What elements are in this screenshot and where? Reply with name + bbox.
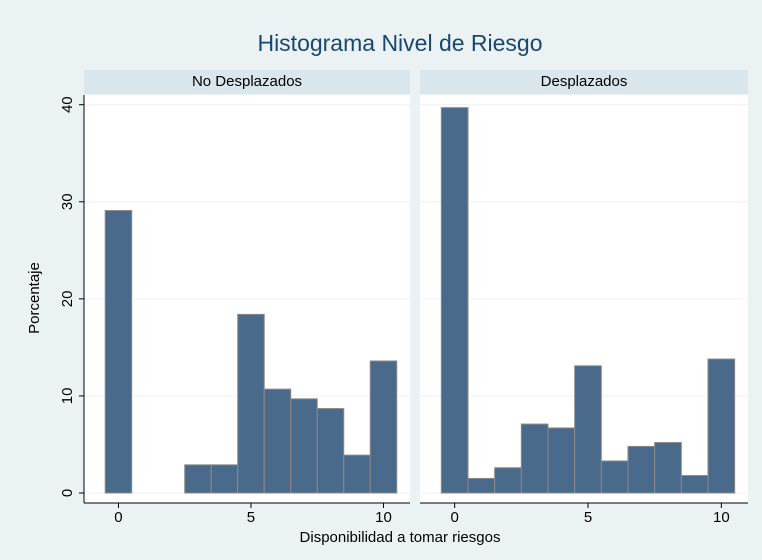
bar [440,107,469,494]
bar [184,464,212,494]
x-tick-label: 0 [450,509,458,526]
y-tick-label: 30 [59,193,76,210]
chart-title: Histograma Nivel de Riesgo [257,30,542,56]
bar [316,408,345,494]
bar [290,398,318,494]
x-tick-label: 10 [713,509,730,526]
bar [210,464,239,494]
y-tick-label: 20 [59,291,76,308]
panel-header [420,70,748,94]
bar [574,365,602,494]
bar [104,210,133,494]
y-tick-label: 10 [59,388,76,405]
panel-title: No Desplazados [192,73,302,90]
y-tick-label: 40 [59,96,76,113]
x-tick-label: 5 [584,509,592,526]
y-axis-label: Porcentaje [26,262,43,334]
bar [467,477,496,494]
y-tick-label: 0 [59,489,76,497]
bar [627,445,656,494]
bar [600,460,629,494]
bar [547,427,576,494]
x-tick-label: 10 [375,509,392,526]
panel-header [84,70,410,94]
x-tick-label: 0 [114,509,122,526]
bar [520,423,549,494]
bar [263,388,292,494]
bar [654,442,682,494]
bar [369,360,398,494]
bar [680,475,709,494]
panel-title: Desplazados [541,73,628,90]
bar [237,313,265,494]
bar [343,454,371,494]
bar [707,358,736,494]
x-axis-label: Disponibilidad a tomar riesgos [300,529,501,546]
x-tick-label: 5 [247,509,255,526]
bar [494,467,522,494]
